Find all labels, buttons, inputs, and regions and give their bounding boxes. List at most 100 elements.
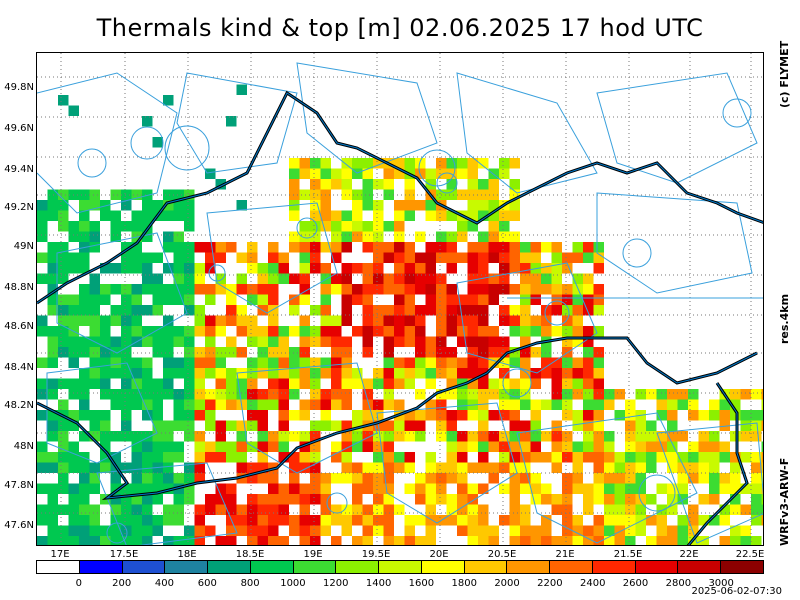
thermal-cell: [299, 504, 310, 515]
thermal-cell: [698, 452, 709, 463]
thermal-cell: [236, 378, 247, 389]
thermal-cell: [320, 410, 331, 421]
thermal-cell: [520, 525, 531, 536]
thermal-cell: [289, 378, 300, 389]
map-area[interactable]: [36, 52, 764, 546]
thermal-cell: [79, 494, 90, 505]
thermal-cell: [509, 200, 520, 211]
thermal-cell: [583, 441, 594, 452]
thermal-cell: [499, 273, 510, 284]
thermal-cell: [278, 347, 289, 358]
thermal-cell: [257, 410, 268, 421]
thermal-cell: [415, 347, 426, 358]
thermal-cell: [583, 273, 594, 284]
thermal-cell: [278, 389, 289, 400]
thermal-cell: [719, 410, 730, 421]
thermal-cell: [331, 399, 342, 410]
thermal-cell: [289, 525, 300, 536]
thermal-cell: [205, 242, 216, 253]
thermal-cell: [310, 378, 321, 389]
thermal-cell: [310, 525, 321, 536]
thermal-cell: [299, 242, 310, 253]
thermal-cell: [121, 483, 132, 494]
thermal-cell: [152, 336, 163, 347]
thermal-cell: [551, 420, 562, 431]
lat-label: 48.6N: [4, 321, 34, 332]
thermal-cell: [79, 305, 90, 316]
thermal-cell: [488, 284, 499, 295]
thermal-cell: [79, 368, 90, 379]
thermal-cell: [383, 462, 394, 473]
thermal-cell: [289, 473, 300, 484]
thermal-cell: [58, 315, 69, 326]
thermal-cell: [614, 504, 625, 515]
thermal-cell: [383, 504, 394, 515]
thermal-cell: [131, 189, 142, 200]
airspace-polygon: [596, 72, 758, 184]
thermal-cell: [89, 357, 100, 368]
thermal-cell: [142, 525, 153, 536]
thermal-cell: [457, 252, 468, 263]
thermal-cell: [236, 525, 247, 536]
thermal-cell: [89, 431, 100, 442]
thermal-cell: [299, 263, 310, 274]
thermal-cell: [268, 273, 279, 284]
thermal-cell: [478, 252, 489, 263]
thermal-cell: [436, 431, 447, 442]
thermal-cell: [278, 399, 289, 410]
thermal-cell: [625, 504, 636, 515]
thermal-cell: [436, 410, 447, 421]
thermal-cell: [58, 326, 69, 337]
thermal-cell: [58, 347, 69, 358]
thermal-cell: [467, 179, 478, 190]
thermal-cell: [688, 504, 699, 515]
thermal-cell: [100, 294, 111, 305]
thermal-cell: [509, 410, 520, 421]
thermal-cell: [47, 504, 58, 515]
thermal-cell: [425, 263, 436, 274]
thermal-cell: [656, 431, 667, 442]
thermal-cell: [488, 252, 499, 263]
thermal-cell: [310, 200, 321, 211]
thermal-cell: [467, 221, 478, 232]
thermal-cell: [79, 410, 90, 421]
thermal-cell: [488, 525, 499, 536]
thermal-cell: [761, 410, 763, 421]
thermal-cell: [173, 515, 184, 526]
resolution-label: res.4km: [778, 293, 791, 344]
thermal-cell: [415, 473, 426, 484]
thermal-cell: [173, 336, 184, 347]
thermal-cell: [478, 431, 489, 442]
thermal-cell: [236, 452, 247, 463]
thermal-cell: [257, 389, 268, 400]
thermal-cell: [415, 336, 426, 347]
thermal-cell: [761, 452, 763, 463]
thermal-cell: [520, 420, 531, 431]
lat-label: 49.6N: [4, 123, 34, 134]
thermal-cell: [121, 326, 132, 337]
thermal-cell: [467, 410, 478, 421]
thermal-cell: [299, 452, 310, 463]
thermal-cell: [362, 525, 373, 536]
thermal-cell: [110, 536, 121, 545]
thermal-cell: [730, 473, 741, 484]
thermal-cell: [184, 263, 195, 274]
thermal-cell: [47, 263, 58, 274]
thermal-cell: [761, 504, 763, 515]
thermal-cell: [331, 179, 342, 190]
thermal-cell: [467, 263, 478, 274]
thermal-cell: [89, 504, 100, 515]
thermal-cell: [341, 294, 352, 305]
thermal-cell: [68, 483, 79, 494]
thermal-cell: [142, 441, 153, 452]
thermal-cell: [436, 483, 447, 494]
thermal-cell: [761, 420, 763, 431]
thermal-cell: [278, 420, 289, 431]
thermal-cell: [656, 504, 667, 515]
thermal-cell: [394, 368, 405, 379]
thermal-cell: [478, 483, 489, 494]
thermal-cell: [467, 462, 478, 473]
thermal-cell: [551, 294, 562, 305]
thermal-cell: [488, 389, 499, 400]
legend-swatch: [507, 561, 551, 573]
